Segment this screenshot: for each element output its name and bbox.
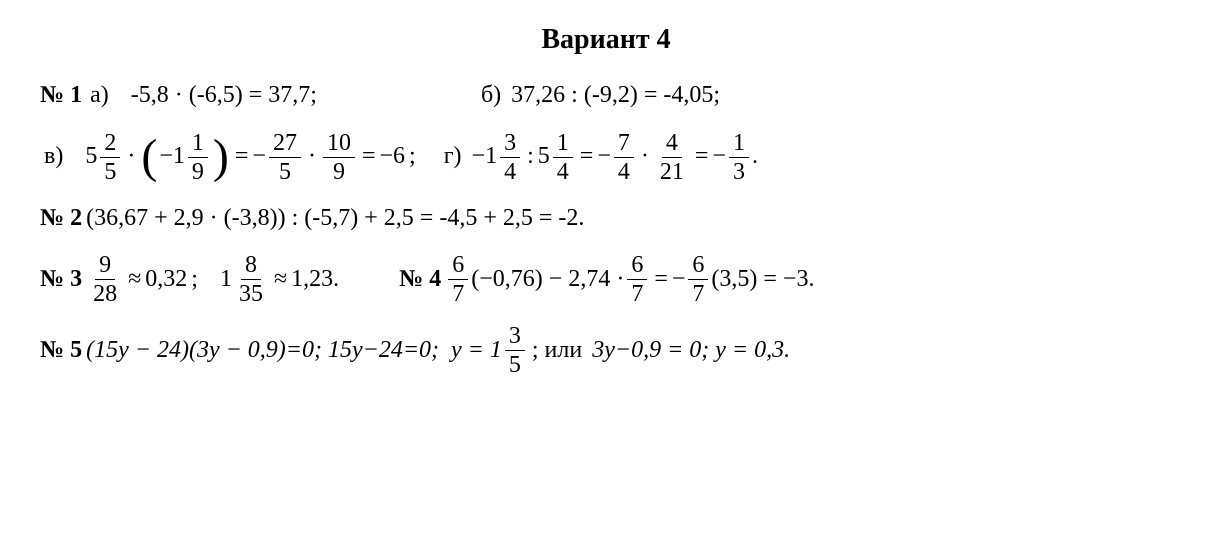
problem-1-row-ab: № 1 а) -5,8 · (-6,5) = 37,7; б) 37,26 : … xyxy=(40,79,1172,113)
problem-2: № 2 (36,67 + 2,9 · (-3,8)) : (-5,7) + 2,… xyxy=(40,202,1172,236)
p1a-letter: а) xyxy=(90,79,109,113)
p1g-frac4: 4 21 xyxy=(656,131,688,184)
p1g-expr: −1 3 4 : 5 1 4 = − 7 4 · 4 21 = − 1 3 . xyxy=(466,131,758,184)
p4-frac1: 6 7 xyxy=(448,253,468,306)
p1v-frac2: 1 9 xyxy=(188,131,208,184)
p1v-frac4: 10 9 xyxy=(323,131,355,184)
p1v-letter: в) xyxy=(44,140,63,174)
problem-5: № 5 (15y − 24)(3y − 0,9)=0; 15y−24=0; y … xyxy=(40,324,1172,377)
p4-expr: 6 7 (−0,76) − 2,74 · 6 7 = − 6 7 (3,5) =… xyxy=(445,253,814,306)
p1g-letter: г) xyxy=(444,140,462,174)
p1v-expr: 5 2 5 · ( −1 1 9 ) = − 27 5 · 10 9 = −6 … xyxy=(67,131,419,184)
variant-title: Вариант 4 xyxy=(40,20,1172,59)
p4-label: № 4 xyxy=(399,263,441,297)
p3-frac1: 9 28 xyxy=(89,253,121,306)
p5-label: № 5 xyxy=(40,334,82,368)
p4-frac3: 6 7 xyxy=(688,253,708,306)
p3-label: № 3 xyxy=(40,263,82,297)
p2-label: № 2 xyxy=(40,202,82,236)
p1g-frac1: 3 4 xyxy=(500,131,520,184)
p1b-expr: 37,26 : (-9,2) = -4,05; xyxy=(505,79,720,113)
p1v-frac1: 2 5 xyxy=(100,131,120,184)
p1a-expr: -5,8 · (-6,5) = 37,7; xyxy=(113,79,317,113)
p2-expr: (36,67 + 2,9 · (-3,8)) : (-5,7) + 2,5 = … xyxy=(86,202,584,236)
p1v-frac3: 27 5 xyxy=(269,131,301,184)
p3-expr: 9 28 ≈ 0,32 ; 1 8 35 ≈ 1,23 . xyxy=(86,253,339,306)
p5-frac1: 3 5 xyxy=(505,324,525,377)
p4-frac2: 6 7 xyxy=(627,253,647,306)
p1g-frac5: 1 3 xyxy=(729,131,749,184)
p1b-letter: б) xyxy=(481,79,501,113)
p3-frac2: 8 35 xyxy=(235,253,267,306)
p1g-frac3: 7 4 xyxy=(614,131,634,184)
problem-3-4: № 3 9 28 ≈ 0,32 ; 1 8 35 ≈ 1,23 . № 4 6 … xyxy=(40,253,1172,306)
p5-expr: (15y − 24)(3y − 0,9)=0; 15y−24=0; y = 1 … xyxy=(86,324,790,377)
p1g-frac2: 1 4 xyxy=(553,131,573,184)
problem-1-row-vg: в) 5 2 5 · ( −1 1 9 ) = − 27 5 · 10 9 = … xyxy=(40,131,1172,184)
p1-label: № 1 xyxy=(40,79,82,113)
